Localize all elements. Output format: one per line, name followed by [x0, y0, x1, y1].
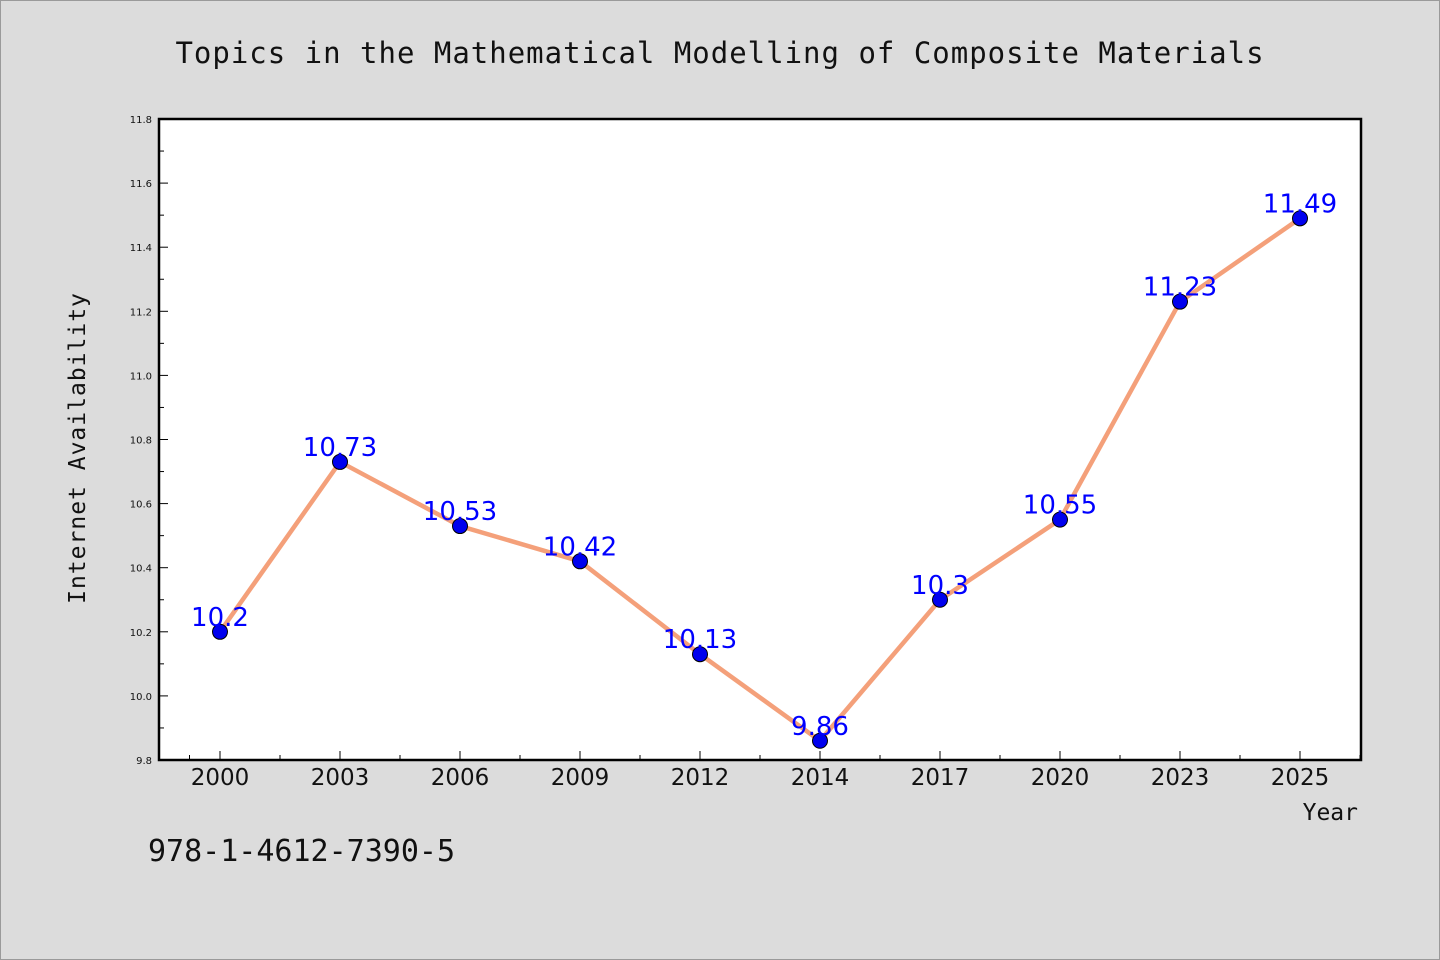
data-point: [812, 732, 828, 749]
data-point: [932, 591, 948, 608]
x-tick-label: 2025: [1271, 765, 1330, 791]
y-tick-label: 11.2: [130, 307, 152, 318]
x-tick-label: 2000: [191, 765, 250, 791]
y-tick-label: 10.4: [130, 564, 152, 575]
chart-title: Topics in the Mathematical Modelling of …: [175, 36, 1264, 70]
series-line-group: [218, 216, 1302, 744]
isbn-code: 978-1-4612-7390-5: [148, 834, 456, 869]
x-axis-label: Year: [1303, 800, 1358, 826]
data-point: [452, 518, 468, 535]
plot-border: [157, 117, 1363, 762]
x-tick-label: 2023: [1151, 765, 1210, 791]
x-tick-label: 2003: [311, 765, 370, 791]
data-label: 10.2: [191, 603, 249, 633]
series-line: [218, 216, 1302, 744]
data-label: 10.13: [663, 625, 737, 655]
data-label: 11.23: [1143, 273, 1217, 303]
data-point: [1172, 293, 1188, 310]
y-tick-label: 11.8: [130, 115, 152, 126]
y-axis-label: Internet Availability: [65, 292, 91, 604]
data-points: [212, 210, 1308, 749]
data-label: 10.53: [423, 497, 497, 527]
data-label: 9.86: [791, 712, 849, 742]
data-point: [692, 646, 708, 663]
x-tick-label: 2014: [791, 765, 850, 791]
data-label: 10.42: [543, 532, 617, 562]
y-tick-label: 10.0: [130, 692, 152, 703]
data-point: [572, 553, 588, 570]
y-axis-ticks: 9.8 10.0 10.2 10.4 10.6 10.8 11.0 11.2 11.4 11.6 1…: [130, 115, 168, 767]
x-axis-ticks: 2000 2003 2006 2009 2012 2014 2017 2020 2023 2025: [189, 751, 1361, 791]
data-label: 10.55: [1023, 491, 1097, 521]
x-tick-label: 2012: [671, 765, 730, 791]
x-tick-label: 2017: [911, 765, 970, 791]
y-tick-label: 11.0: [130, 371, 152, 382]
x-tick-label: 2006: [431, 765, 490, 791]
data-label: 10.3: [911, 571, 969, 601]
x-tick-label: 2009: [551, 765, 610, 791]
data-label: 11.49: [1263, 189, 1337, 219]
y-tick-label: 10.2: [130, 628, 152, 639]
data-point: [212, 623, 228, 640]
data-point: [332, 453, 348, 470]
x-tick-label: 2020: [1031, 765, 1090, 791]
plot-area: [159, 119, 1361, 760]
y-tick-label: 11.4: [130, 243, 152, 254]
y-tick-label: 9.8: [136, 756, 152, 767]
y-tick-label: 10.8: [130, 436, 152, 447]
data-labels: 10.2 10.73 10.53 10.42 10.13 9.86 10.3 10.55 11.…: [191, 189, 1337, 741]
data-point: [1052, 511, 1068, 528]
data-point: [1292, 210, 1308, 227]
y-tick-label: 11.6: [130, 179, 152, 190]
y-tick-label: 10.6: [130, 500, 152, 511]
data-label: 10.73: [303, 433, 377, 463]
